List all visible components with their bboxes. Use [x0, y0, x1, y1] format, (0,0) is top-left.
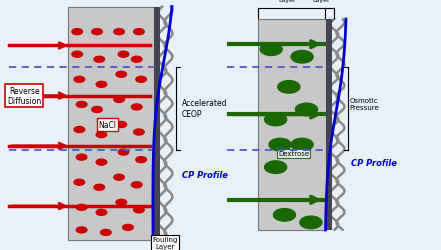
Circle shape: [295, 104, 318, 116]
Circle shape: [265, 114, 287, 126]
Text: Accelerated
CEOP: Accelerated CEOP: [182, 99, 227, 118]
Circle shape: [92, 30, 102, 36]
Circle shape: [118, 52, 129, 58]
Circle shape: [74, 77, 85, 83]
Text: Dextrose: Dextrose: [278, 151, 309, 157]
Text: NaCl: NaCl: [98, 120, 116, 130]
Text: Osmotic
Pressure: Osmotic Pressure: [350, 97, 379, 110]
Bar: [68, 8, 154, 240]
Circle shape: [265, 161, 287, 174]
Circle shape: [131, 182, 142, 188]
Text: Support
Layer: Support Layer: [274, 0, 299, 2]
Text: Active
Layer: Active Layer: [311, 0, 331, 2]
Circle shape: [134, 130, 144, 136]
Bar: [258, 20, 326, 230]
Circle shape: [114, 30, 124, 36]
Circle shape: [72, 30, 82, 36]
Bar: [154, 8, 160, 240]
Circle shape: [291, 139, 313, 151]
Text: Reverse
Diffusion: Reverse Diffusion: [7, 86, 41, 106]
Circle shape: [92, 107, 102, 113]
Circle shape: [94, 184, 105, 190]
Circle shape: [101, 230, 111, 235]
Circle shape: [74, 180, 85, 186]
Circle shape: [96, 210, 107, 216]
Circle shape: [116, 200, 127, 205]
Circle shape: [116, 72, 127, 78]
Circle shape: [260, 44, 282, 56]
Circle shape: [94, 57, 105, 63]
Circle shape: [136, 77, 146, 83]
Circle shape: [74, 127, 85, 133]
Circle shape: [96, 82, 107, 88]
Circle shape: [269, 139, 291, 151]
Circle shape: [273, 209, 295, 221]
Circle shape: [131, 57, 142, 63]
Circle shape: [76, 227, 87, 233]
Circle shape: [123, 224, 133, 230]
Circle shape: [131, 104, 142, 110]
Circle shape: [134, 30, 144, 36]
Circle shape: [96, 160, 107, 166]
Text: CP Profile: CP Profile: [351, 158, 396, 167]
Circle shape: [76, 204, 87, 210]
Circle shape: [136, 157, 146, 163]
Text: Fouling
Layer: Fouling Layer: [153, 236, 178, 249]
Circle shape: [76, 102, 87, 108]
Circle shape: [72, 52, 82, 58]
Circle shape: [278, 81, 300, 94]
Circle shape: [118, 150, 129, 156]
Circle shape: [76, 154, 87, 160]
Circle shape: [291, 51, 313, 64]
Circle shape: [300, 216, 322, 229]
Circle shape: [116, 122, 127, 128]
Bar: [326, 20, 332, 230]
Circle shape: [114, 174, 124, 180]
Circle shape: [134, 207, 144, 213]
Text: CP Profile: CP Profile: [182, 170, 228, 179]
Circle shape: [114, 97, 124, 103]
Circle shape: [96, 132, 107, 138]
